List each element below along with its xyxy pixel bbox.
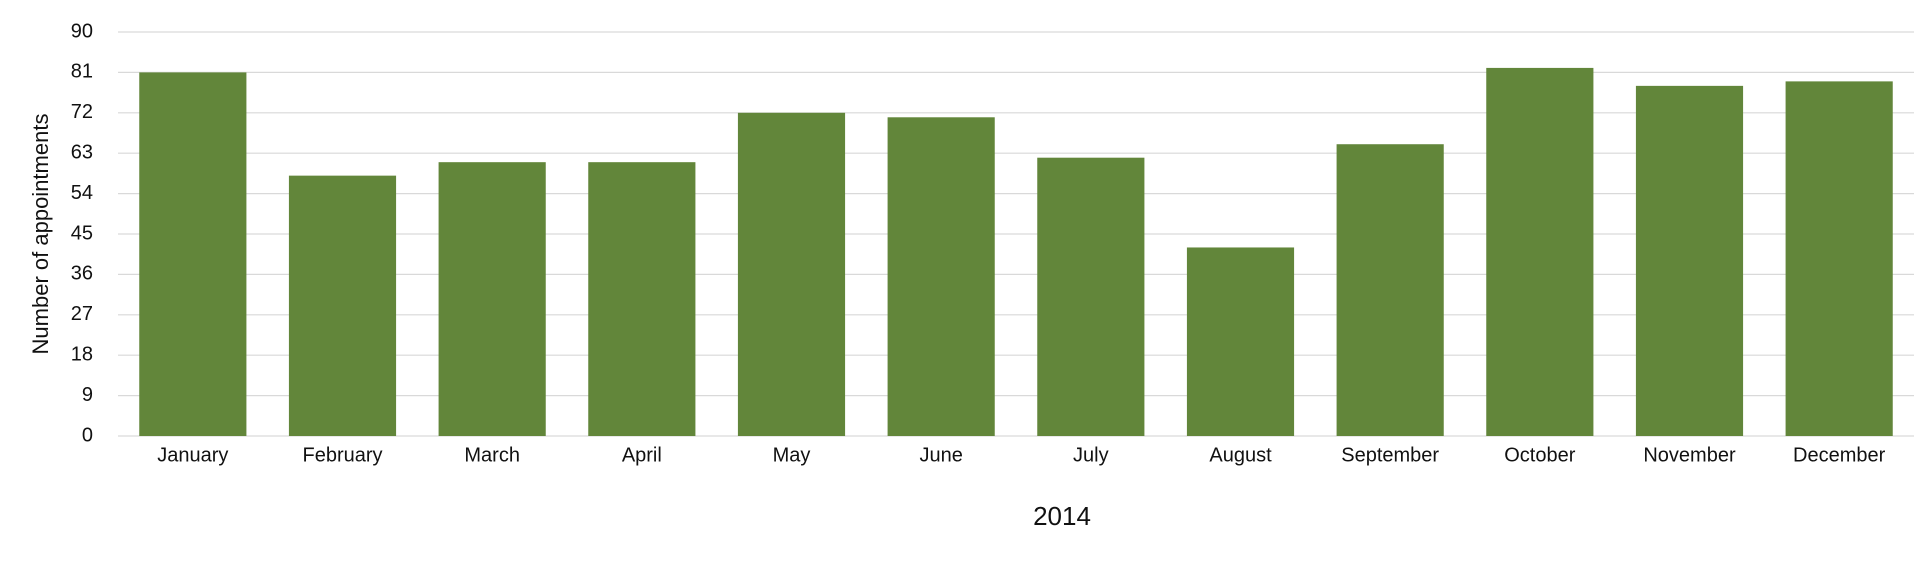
x-tick-label: April xyxy=(622,444,662,466)
bar xyxy=(288,175,397,436)
bar xyxy=(887,117,995,437)
bar xyxy=(438,162,546,436)
y-tick-label: 54 xyxy=(71,182,93,204)
y-tick-label: 0 xyxy=(82,424,93,446)
bar xyxy=(139,72,247,437)
y-tick-label: 27 xyxy=(71,303,93,325)
x-axis-title: 2014 xyxy=(1033,501,1091,531)
x-tick-label: May xyxy=(773,444,811,466)
bar xyxy=(1486,67,1594,437)
bar xyxy=(1785,81,1893,436)
x-tick-label: December xyxy=(1793,444,1886,466)
x-tick-label: February xyxy=(302,444,382,466)
x-tick-label: September xyxy=(1341,444,1439,466)
bar xyxy=(588,162,696,436)
y-tick-label: 90 xyxy=(71,20,93,42)
y-tick-label: 45 xyxy=(71,222,93,244)
x-tick-label: July xyxy=(1073,444,1109,466)
bar xyxy=(1635,85,1744,436)
y-axis-title: Number of appointments xyxy=(28,114,53,355)
x-tick-label: August xyxy=(1209,444,1272,466)
x-tick-label: October xyxy=(1504,444,1575,466)
y-tick-label: 18 xyxy=(71,343,93,365)
x-tick-label: June xyxy=(919,444,962,466)
y-tick-label: 36 xyxy=(71,263,93,285)
y-tick-label: 63 xyxy=(71,141,93,163)
y-tick-label: 72 xyxy=(71,101,93,123)
bar xyxy=(737,112,846,437)
x-tick-label: January xyxy=(157,444,228,466)
bar xyxy=(1336,144,1444,436)
bar xyxy=(1186,247,1295,436)
y-tick-label: 81 xyxy=(71,61,93,83)
bar xyxy=(1037,157,1145,436)
x-tick-label: March xyxy=(464,444,520,466)
x-tick-label: November xyxy=(1643,444,1736,466)
y-tick-label: 9 xyxy=(82,384,93,406)
